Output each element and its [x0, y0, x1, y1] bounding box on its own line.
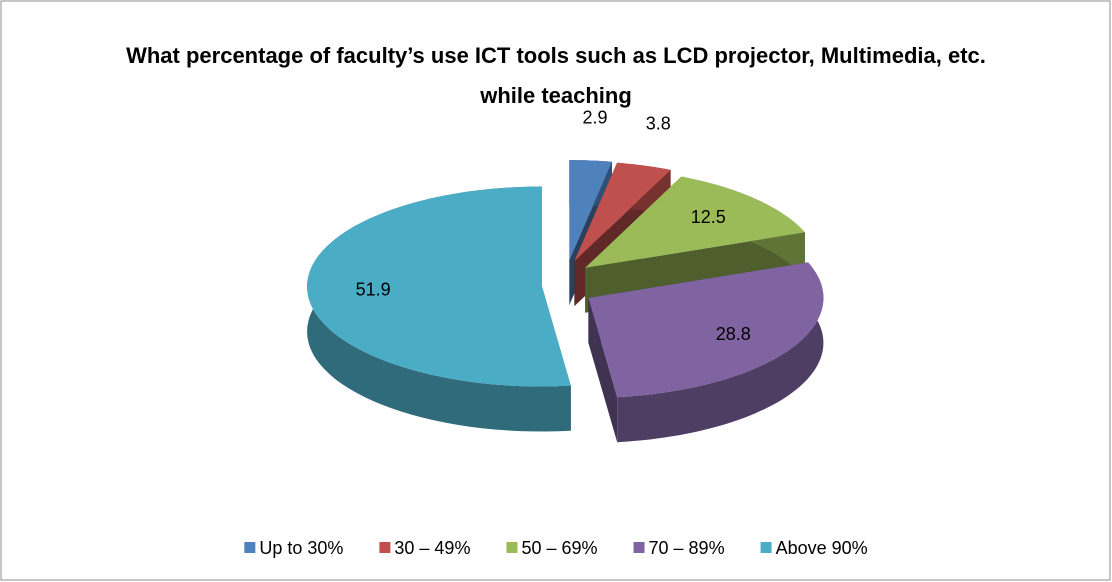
slice — [307, 186, 571, 387]
data-label: 28.8 — [716, 324, 751, 344]
legend-label: 50 – 69% — [521, 538, 597, 558]
legend-label: Above 90% — [776, 538, 868, 558]
slice-wall — [617, 262, 824, 443]
slice — [588, 262, 824, 398]
legend-label: Up to 30% — [259, 538, 343, 558]
data-label: 51.9 — [356, 280, 391, 300]
slice-side — [588, 297, 618, 443]
data-label: 3.8 — [646, 113, 671, 133]
legend-swatch — [633, 542, 645, 553]
chart-title: What percentage of faculty’s use ICT too… — [126, 43, 986, 108]
slice — [569, 160, 612, 261]
legend-swatch — [244, 542, 256, 553]
legend-swatch — [506, 542, 518, 553]
legend-swatch — [379, 542, 391, 553]
legend-label: 30 – 49% — [394, 538, 470, 558]
slice — [585, 176, 805, 268]
data-label: 2.9 — [582, 107, 607, 127]
slice — [574, 162, 671, 262]
legend-label: 70 – 89% — [649, 538, 725, 558]
legend-swatch — [760, 542, 772, 553]
data-label: 12.5 — [691, 207, 726, 227]
